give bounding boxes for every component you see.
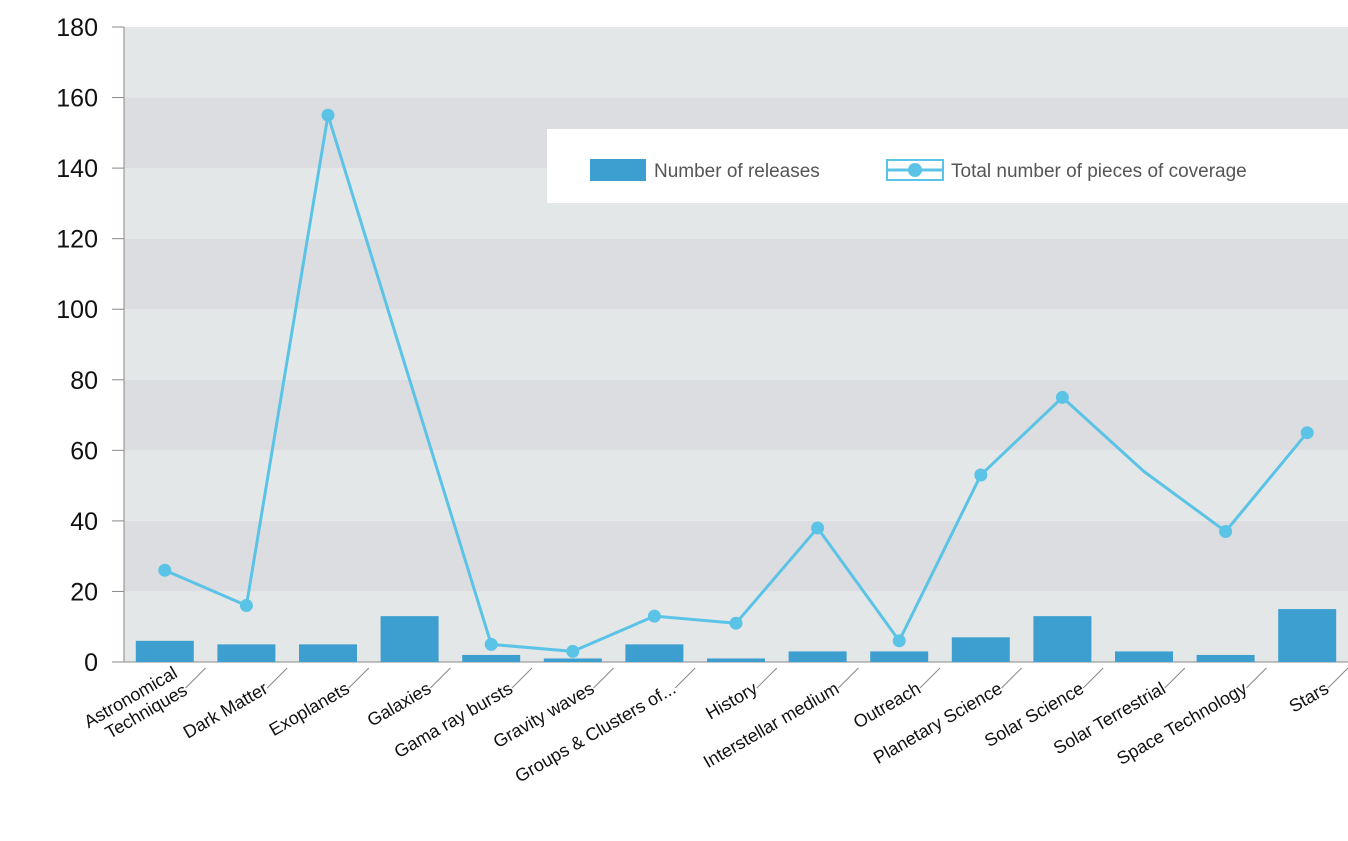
x-tick-mark — [1327, 667, 1348, 689]
x-tick-mark — [1001, 667, 1022, 689]
line-point — [811, 521, 825, 535]
line-point — [566, 644, 580, 658]
line-point — [158, 563, 172, 577]
bar — [135, 640, 194, 662]
line-point — [321, 108, 335, 122]
bar — [217, 644, 276, 662]
bar — [788, 651, 847, 662]
line-series — [158, 108, 1314, 658]
bar — [1033, 616, 1092, 662]
x-tick-mark — [266, 667, 288, 689]
x-tick-label: Interstellar medium — [700, 678, 843, 772]
x-tick-mark — [919, 667, 941, 689]
x-tick-mark — [511, 667, 533, 689]
x-tick-label: Dark Matter — [180, 678, 271, 742]
x-tick-mark — [1164, 667, 1186, 689]
plot-background — [124, 27, 1348, 662]
y-tick-label: 180 — [56, 14, 98, 42]
bar — [1196, 654, 1255, 662]
x-tick-label: Outreach — [850, 678, 924, 732]
y-tick-label: 20 — [70, 578, 98, 606]
line-point — [647, 609, 661, 623]
y-tick-label: 120 — [56, 226, 98, 254]
bar — [1115, 651, 1173, 662]
bar — [1278, 609, 1337, 662]
legend-swatch-coverage-marker — [908, 163, 922, 177]
bar — [870, 651, 929, 662]
grid-band — [124, 520, 1348, 592]
legend-label-coverage: Total number of pieces of coverage — [951, 161, 1247, 182]
bar — [299, 644, 357, 662]
bar — [625, 644, 684, 662]
bar — [380, 616, 439, 662]
y-tick-label: 0 — [84, 649, 98, 677]
line-point — [1055, 390, 1069, 404]
line-point — [1300, 426, 1314, 440]
bar — [543, 658, 602, 662]
grid-band — [124, 238, 1348, 310]
x-tick-mark — [593, 667, 614, 689]
grid-band — [124, 309, 1348, 380]
x-tick-mark — [348, 667, 370, 689]
line-point — [484, 637, 498, 651]
x-tick-mark — [1082, 667, 1104, 689]
x-tick-mark — [185, 667, 206, 689]
grid-band — [124, 27, 1348, 98]
y-tick-label: 60 — [70, 437, 98, 465]
bar — [462, 654, 521, 662]
line-point — [974, 468, 988, 482]
y-axis-ticks: 0 20 40 60 80 100 120 140 160 180 — [56, 14, 124, 677]
x-tick-mark — [838, 667, 859, 689]
line-point — [892, 634, 906, 648]
y-tick-label: 80 — [70, 367, 98, 395]
grid-band — [124, 379, 1348, 451]
x-tick-label: History — [702, 678, 761, 723]
bar — [707, 658, 765, 662]
y-tick-label: 140 — [56, 155, 98, 183]
x-tick-mark — [674, 667, 696, 689]
x-tick-mark — [430, 667, 451, 689]
y-tick-label: 100 — [56, 296, 98, 324]
x-tick-mark — [1246, 667, 1267, 689]
line-point — [729, 616, 743, 630]
grid-band — [124, 450, 1348, 521]
legend: Number of releases Total number of piece… — [547, 129, 1348, 203]
line-point — [239, 599, 253, 613]
x-tick-mark — [756, 667, 778, 689]
line-point — [1219, 524, 1233, 538]
legend-label-releases: Number of releases — [654, 161, 820, 182]
x-tick-label: Stars — [1286, 678, 1332, 716]
bar-series — [135, 609, 1337, 662]
legend-swatch-releases — [590, 159, 646, 181]
x-tick-label: Galaxies — [364, 678, 435, 730]
y-tick-label: 40 — [70, 508, 98, 536]
bar — [951, 637, 1010, 662]
legend-box — [547, 129, 1348, 203]
x-tick-label: Exoplanets — [266, 678, 353, 740]
y-tick-label: 160 — [56, 85, 98, 113]
